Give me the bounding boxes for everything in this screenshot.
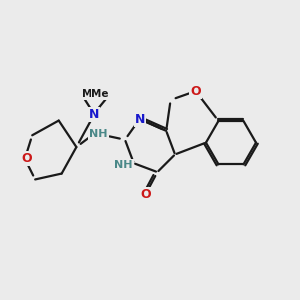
Text: N: N bbox=[89, 108, 99, 121]
Text: N: N bbox=[134, 112, 145, 126]
Text: O: O bbox=[140, 188, 151, 201]
Text: Me: Me bbox=[91, 89, 109, 99]
Text: NH: NH bbox=[114, 160, 133, 170]
Text: NH: NH bbox=[89, 129, 108, 139]
Text: Me: Me bbox=[82, 89, 100, 99]
Text: O: O bbox=[21, 152, 32, 165]
Text: O: O bbox=[190, 85, 201, 98]
